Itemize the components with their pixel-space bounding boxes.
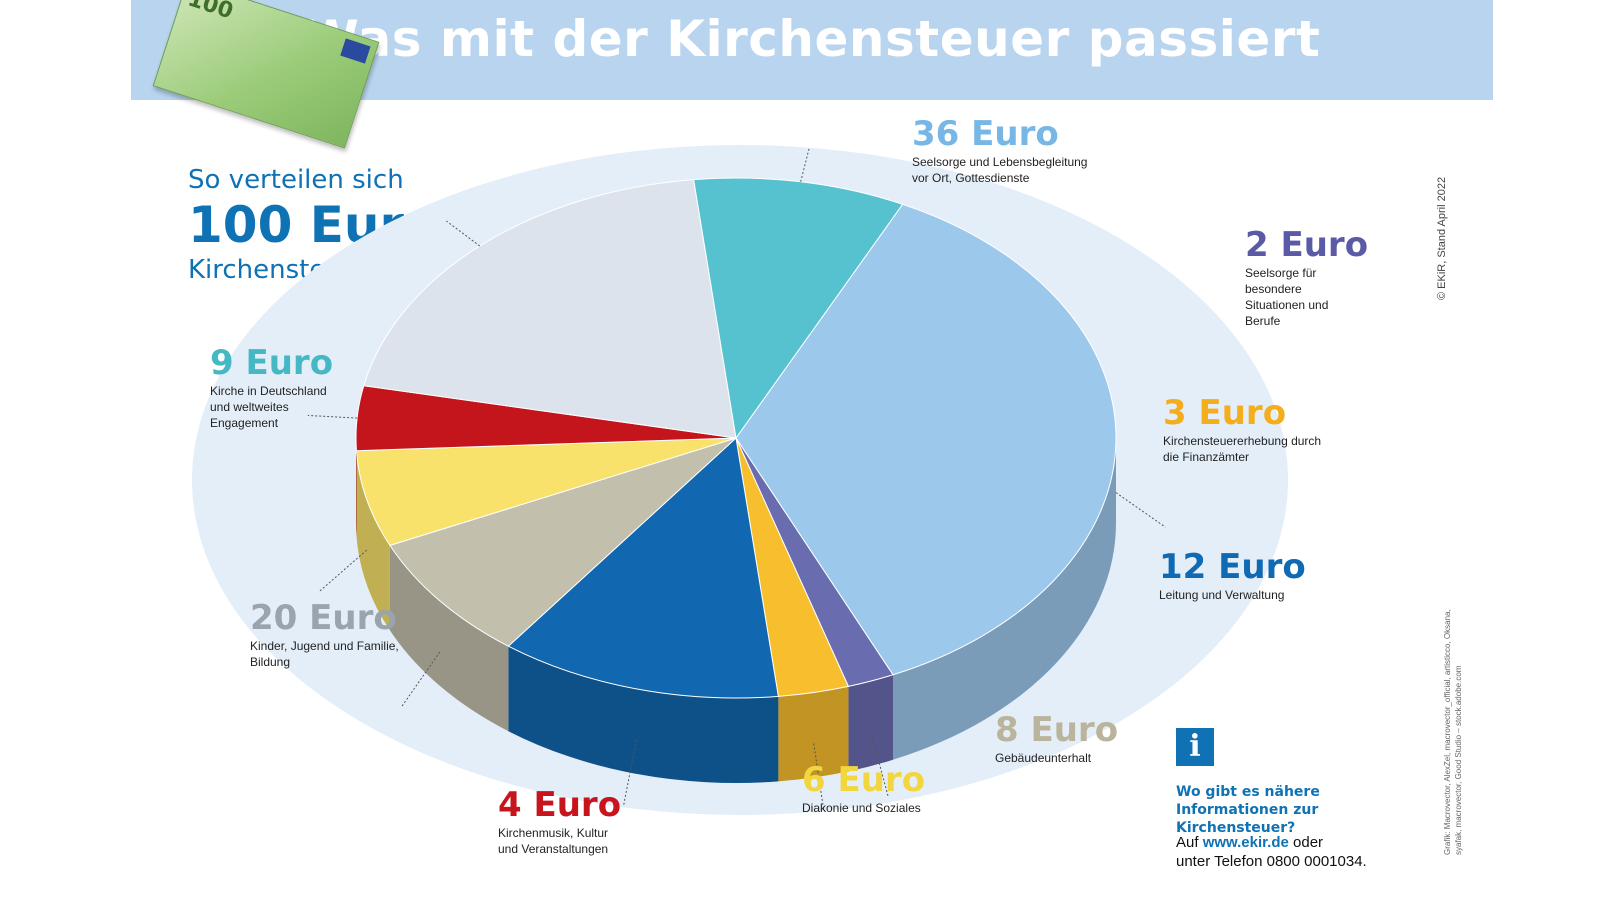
label-finanzaemter: 3 Euro Kirchensteuererhebung durch die F… <box>1163 393 1323 465</box>
leader-kinder-jugend-und-familie-bild <box>446 220 481 247</box>
label-leitung: 12 Euro Leitung und Verwaltung <box>1159 547 1349 603</box>
page-title: Was mit der Kirchensteuer passiert <box>303 10 1321 68</box>
leader-kirchenmusik-kultur-und-verans <box>307 414 358 419</box>
label-diakonie: 6 Euro Diakonie und Soziales <box>802 760 992 816</box>
info-contact: Auf www.ekir.de oder unter Telefon 0800 … <box>1176 833 1436 871</box>
amount-gebaeude: 8 Euro <box>995 710 1119 750</box>
pie-side-seelsorge-f-r-besondere-situat <box>848 674 893 772</box>
info-url-link[interactable]: www.ekir.de <box>1202 834 1289 851</box>
amount-finanzaemter: 3 Euro <box>1163 393 1287 433</box>
image-credits: Grafik: Macrovector, AlexZel, macrovecto… <box>1443 609 1463 855</box>
desc-seelsorge: Seelsorge und Lebensbegleitung vor Ort, … <box>912 155 1088 185</box>
pie-sides <box>356 438 1116 783</box>
label-kirchenmusik: 4 Euro Kirchenmusik, Kultur und Veransta… <box>498 785 621 857</box>
info-contact-suffix: oder <box>1288 834 1324 851</box>
pie-slice-kirche-in-deutschland-und-welt <box>693 177 904 440</box>
amount-leitung: 12 Euro <box>1159 547 1306 587</box>
amount-seelsorge: 36 Euro <box>912 114 1059 154</box>
desc-kinder: Kinder, Jugend und Familie, Bildung <box>250 639 399 669</box>
pie-side-diakonie-und-soziales <box>356 450 390 631</box>
info-contact-prefix: Auf <box>1176 834 1203 851</box>
desc-leitung: Leitung und Verwaltung <box>1159 588 1285 602</box>
leader-lines <box>307 148 1166 811</box>
desc-finanzaemter: Kirchensteuererhebung durch die Finanzäm… <box>1163 434 1322 464</box>
amount-kirchenmusik: 4 Euro <box>498 785 622 825</box>
amount-besondere: 2 Euro <box>1245 225 1369 265</box>
copyright-note: © EKiR, Stand April 2022 <box>1436 176 1448 300</box>
leader-diakonie-und-soziales <box>318 549 367 593</box>
leader-kirchensteuererhebung-durch-di <box>813 743 825 811</box>
pie-side-leitung-und-verwaltung <box>508 646 779 783</box>
pie-slice-leitung-und-verwaltung <box>507 437 779 699</box>
info-question: Wo gibt es nähere Informationen zur Kirc… <box>1176 784 1320 836</box>
desc-kirchenmusik: Kirchenmusik, Kultur und Veranstaltungen <box>498 826 609 856</box>
label-weltweit: 9 Euro Kirche in Deutschland und weltwei… <box>210 343 333 431</box>
pie-side-seelsorge-und-lebensbegleitung <box>892 438 1116 760</box>
leader-kirche-in-deutschland-und-welt <box>800 148 810 182</box>
pie-slice-seelsorge-und-lebensbegleitung <box>735 203 1117 676</box>
label-seelsorge: 36 Euro Seelsorge und Lebensbegleitung v… <box>912 114 1102 186</box>
amount-kinder: 20 Euro <box>250 598 397 638</box>
amount-diakonie: 6 Euro <box>802 760 926 800</box>
info-phone: unter Telefon 0800 0001034. <box>1176 853 1367 870</box>
desc-besondere: Seelsorge für besondere Situationen und … <box>1245 266 1329 328</box>
pie-slice-geb-udeunterhalt <box>389 437 737 647</box>
intro-line-1: So verteilen sich <box>188 165 404 195</box>
label-kinder: 20 Euro Kinder, Jugend und Familie, Bild… <box>250 598 400 670</box>
leader-leitung-und-verwaltung <box>622 739 637 807</box>
leader-geb-udeunterhalt <box>400 651 441 708</box>
info-icon: i <box>1176 728 1214 766</box>
pie-side-kirchensteuererhebung-durch-di <box>778 686 849 782</box>
amount-weltweit: 9 Euro <box>210 343 334 383</box>
desc-weltweit: Kirche in Deutschland und weltweites Eng… <box>210 384 327 430</box>
leader-seelsorge-f-r-besondere-situat <box>870 731 889 798</box>
label-gebaeude: 8 Euro Gebäudeunterhalt <box>995 710 1185 766</box>
pie-slice-diakonie-und-soziales <box>355 437 737 546</box>
desc-diakonie: Diakonie und Soziales <box>802 801 921 815</box>
label-besondere: 2 Euro Seelsorge für besondere Situation… <box>1245 225 1368 329</box>
desc-gebaeude: Gebäudeunterhalt <box>995 751 1092 765</box>
pie-side-geb-udeunterhalt <box>389 545 509 732</box>
pie-tops <box>355 177 1117 699</box>
